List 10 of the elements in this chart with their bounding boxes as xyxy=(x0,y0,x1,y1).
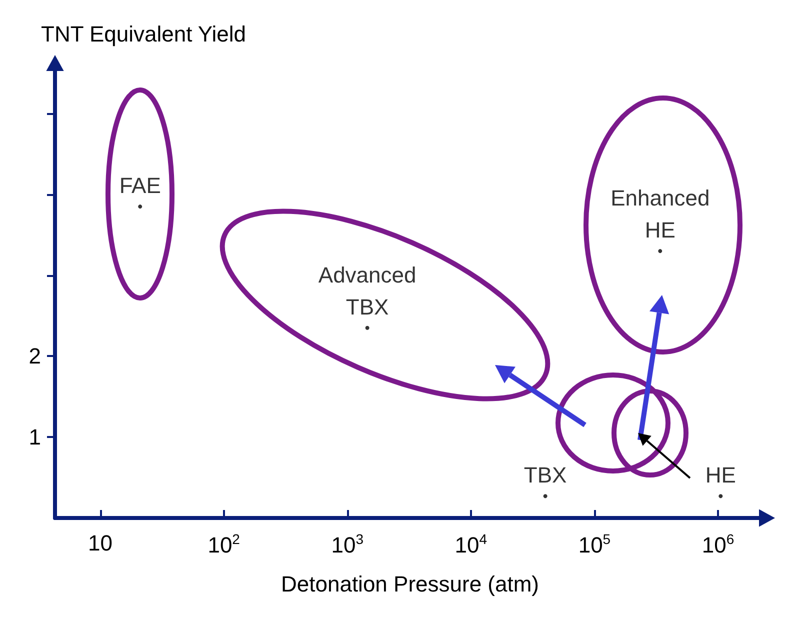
data-label: HE xyxy=(705,462,736,488)
x-tick-label: 10 xyxy=(88,530,113,556)
y-axis-title: TNT Equivalent Yield xyxy=(41,22,246,46)
y-tick-label: 1 xyxy=(28,424,41,450)
y-tick-label: 2 xyxy=(28,344,41,369)
x-axis-title: Detonation Pressure (atm) xyxy=(281,572,539,596)
data-label: Advanced TBX xyxy=(318,262,416,320)
data-label: Enhanced HE xyxy=(610,186,710,243)
data-label: TBX xyxy=(524,462,568,488)
data-label: FAE xyxy=(119,173,161,198)
